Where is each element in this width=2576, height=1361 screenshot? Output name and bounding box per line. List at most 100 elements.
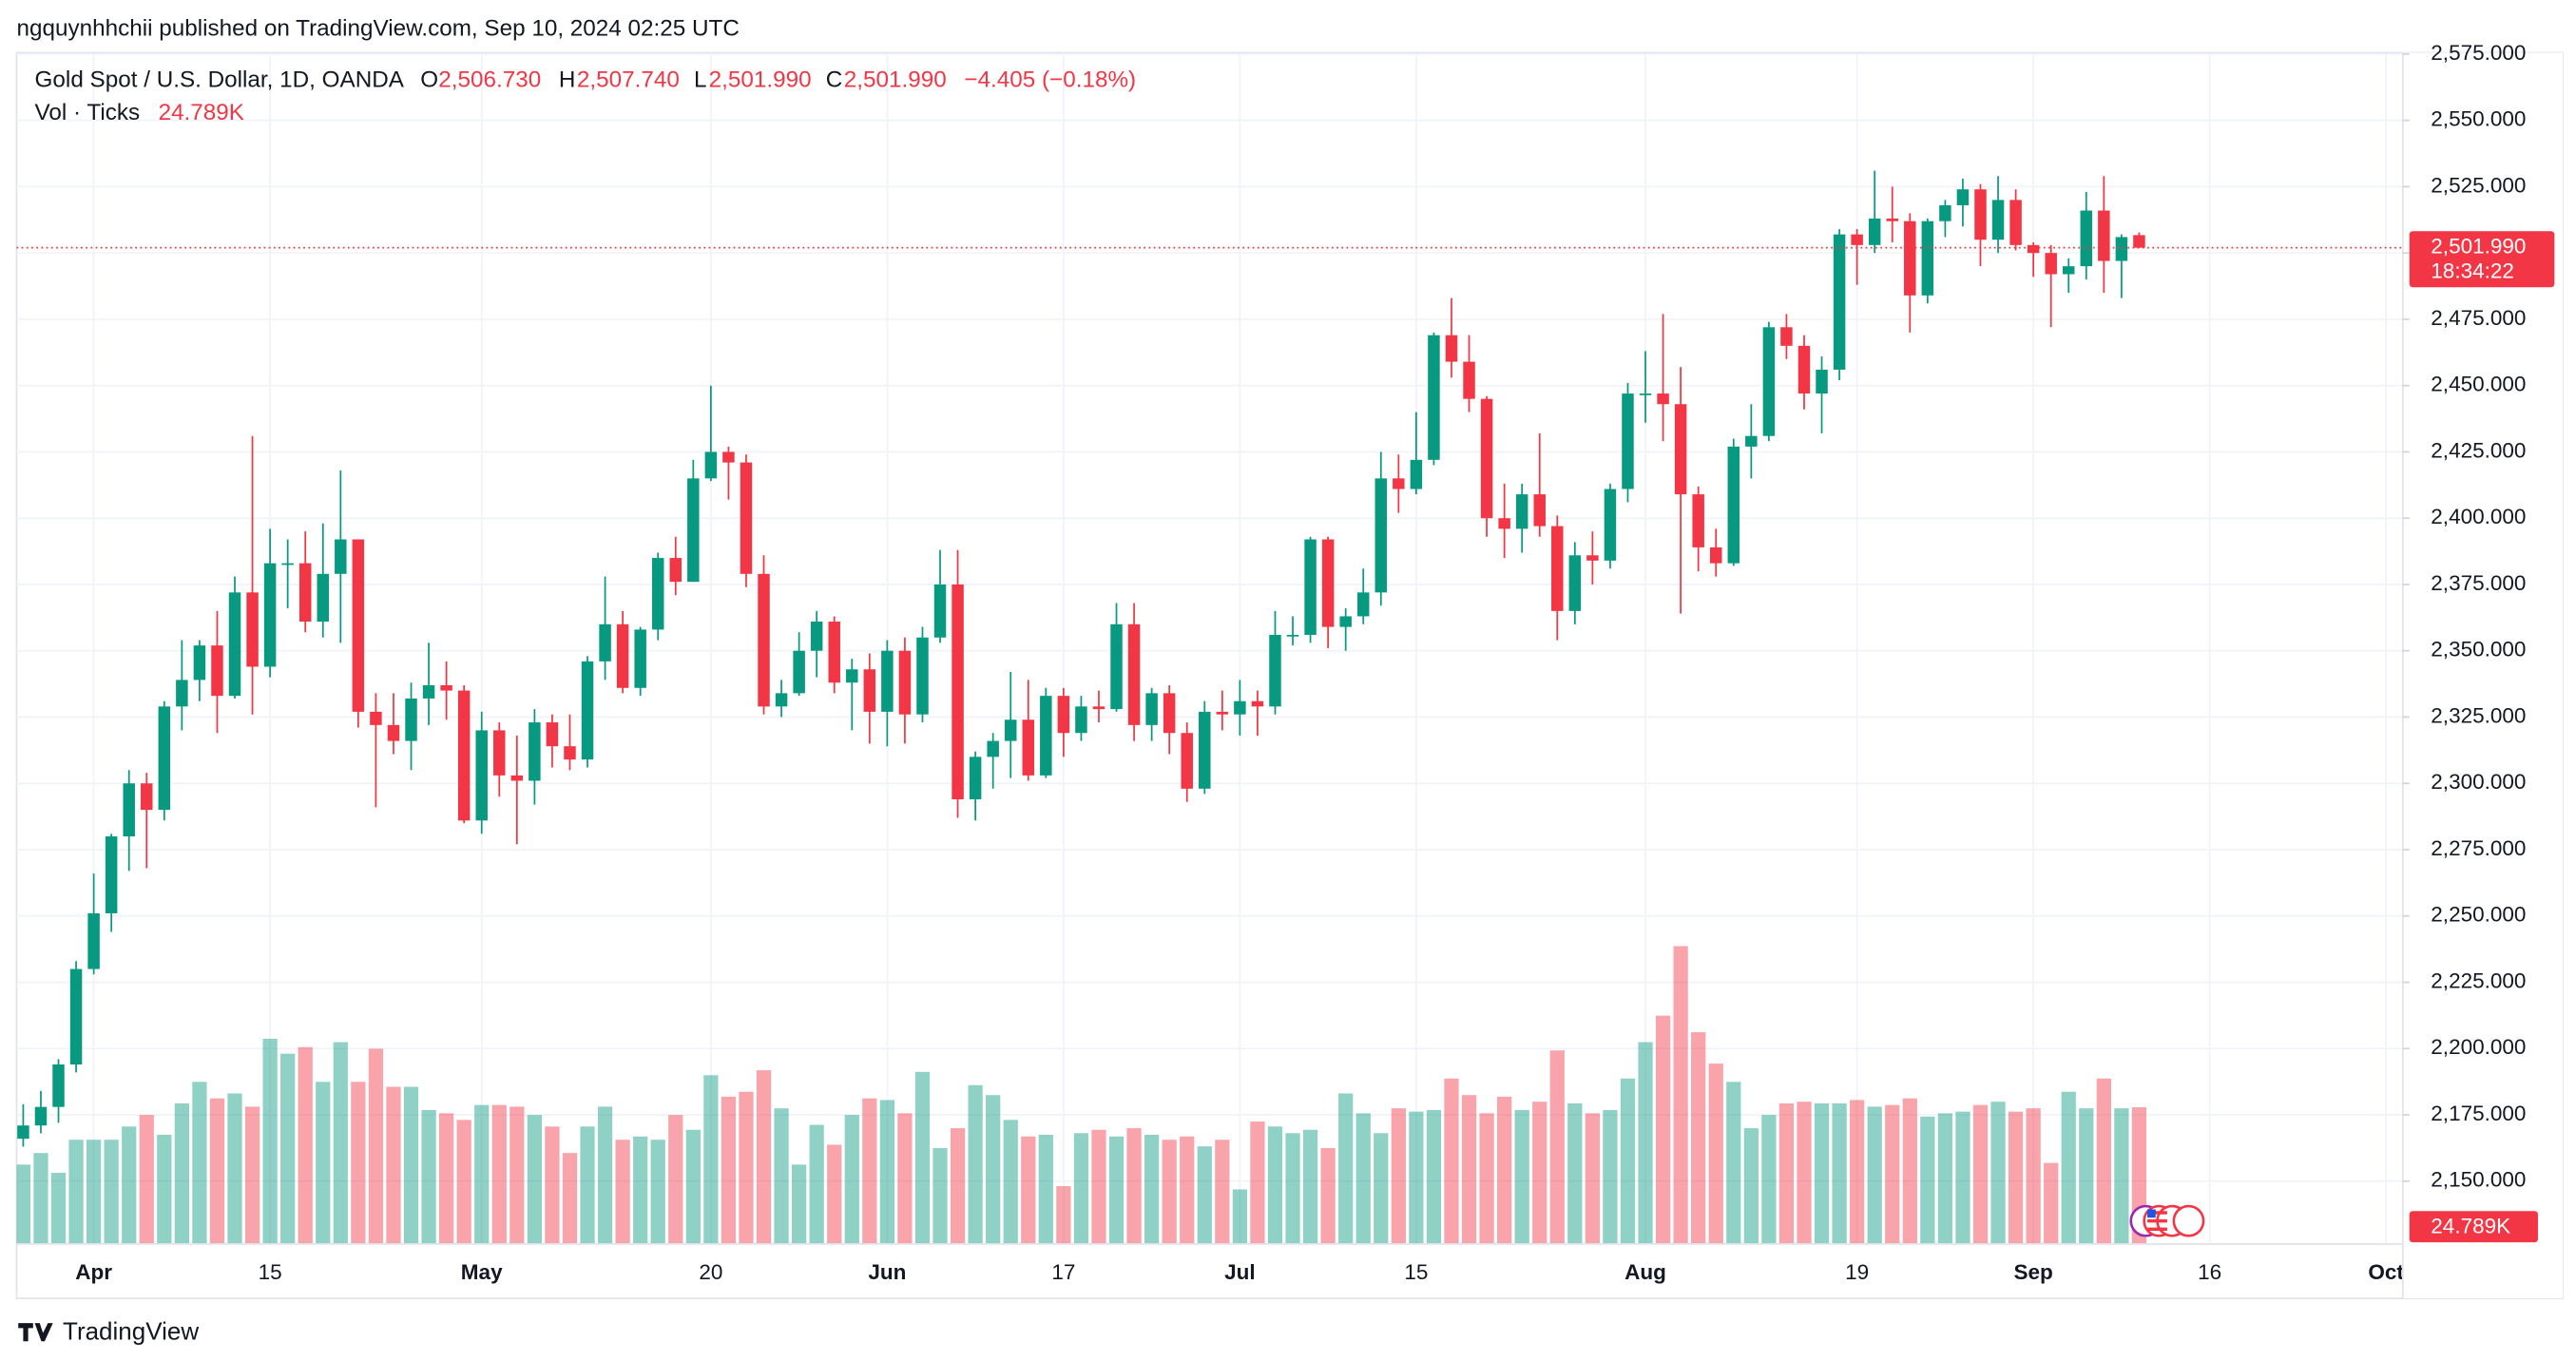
- volume-value: 24.789K: [159, 100, 244, 125]
- candle-body: [1110, 623, 1123, 710]
- candle-body: [1551, 526, 1564, 611]
- candle-body: [1886, 218, 1898, 221]
- volume-bar: [86, 1140, 102, 1244]
- volume-bar: [421, 1109, 436, 1244]
- candle-body: [2009, 200, 2022, 245]
- last-price-label: 2,501.990: [2431, 235, 2526, 259]
- x-tick-label: 15: [259, 1260, 282, 1284]
- candle-body: [1851, 234, 1863, 245]
- candle-body: [740, 462, 753, 574]
- candle-body: [1375, 478, 1388, 593]
- volume-bar: [1797, 1102, 1812, 1244]
- volume-bar: [1990, 1102, 2006, 1244]
- candle-body: [422, 684, 435, 699]
- volume-bar: [1073, 1133, 1089, 1244]
- volume-bar: [2044, 1162, 2059, 1244]
- candle-body: [1428, 335, 1440, 460]
- volume-bar: [1972, 1104, 1989, 1244]
- volume-bar: [1197, 1146, 1212, 1244]
- candle-body: [969, 757, 982, 799]
- candle-body: [281, 563, 294, 565]
- candle-body: [634, 629, 646, 688]
- volume-bar: [562, 1153, 578, 1244]
- volume-bar: [1761, 1115, 1777, 1244]
- volume-bar: [139, 1115, 154, 1244]
- x-tick-label: Jun: [868, 1260, 906, 1284]
- candle-body: [263, 563, 277, 667]
- candle-body: [1339, 616, 1352, 627]
- volume-bar: [2079, 1108, 2094, 1244]
- volume-bar: [1355, 1113, 1371, 1244]
- y-tick-label: 2,575.000: [2431, 41, 2526, 65]
- y-tick-label: 2,550.000: [2431, 107, 2526, 131]
- price-axis: 2,150.000 2,175.000 2,200.000 2,225.000 2,25…: [2401, 41, 2563, 1299]
- low-value: 2,501.990: [709, 67, 812, 92]
- volume-bar: [1232, 1189, 1248, 1244]
- candle-body: [2062, 266, 2075, 275]
- event-icons[interactable]: [2129, 1204, 2205, 1237]
- candle-body: [317, 573, 330, 623]
- open-value: 2,506.730: [438, 67, 541, 92]
- volume-bar: [209, 1098, 225, 1244]
- volume-bar: [1320, 1147, 1336, 1244]
- candle-body: [69, 968, 83, 1065]
- volume-bar: [316, 1082, 331, 1244]
- volume-bar: [491, 1104, 507, 1244]
- y-tick-label: 2,425.000: [2431, 438, 2526, 462]
- candle-body: [1868, 218, 1881, 245]
- candle-body: [1004, 719, 1017, 741]
- volume-bar: [438, 1113, 454, 1244]
- flag-stripe: [2147, 1227, 2167, 1232]
- candle-body: [211, 645, 223, 697]
- volume-bar: [597, 1106, 613, 1244]
- candle-body: [1604, 489, 1617, 561]
- candle-body: [987, 740, 999, 757]
- candle-body: [1692, 494, 1704, 547]
- x-tick-label: 20: [699, 1260, 722, 1284]
- candle-body: [228, 592, 241, 697]
- volume-bar: [1021, 1136, 1036, 1244]
- y-tick-label: 2,225.000: [2431, 968, 2526, 992]
- volume-bar: [2026, 1108, 2041, 1244]
- x-tick-label: Oct: [2368, 1260, 2404, 1284]
- candle-body: [52, 1064, 65, 1107]
- candle-body: [793, 650, 805, 694]
- volume-bar: [862, 1098, 877, 1244]
- candle-body: [387, 724, 400, 741]
- candle-body: [87, 912, 100, 969]
- volume-bar: [1056, 1185, 1071, 1244]
- volume-bar: [897, 1113, 913, 1244]
- candle-body: [158, 706, 171, 811]
- volume-bar: [104, 1140, 119, 1244]
- volume-bar: [474, 1104, 490, 1244]
- candle-body: [440, 684, 452, 691]
- flag-stripe: [2147, 1211, 2167, 1215]
- candle-body: [687, 478, 700, 583]
- x-tick-label: Apr: [75, 1260, 112, 1284]
- y-tick-label: 2,150.000: [2431, 1168, 2526, 1192]
- legend: Gold Spot / U.S. Dollar, 1D, OANDA O 2,5…: [35, 67, 1137, 125]
- volume-bar: [298, 1046, 313, 1244]
- candle-body: [475, 730, 488, 821]
- change: −4.405 (−0.18%): [964, 67, 1136, 92]
- candle-body: [1568, 555, 1582, 611]
- candle-body: [599, 623, 611, 661]
- volume-bar: [527, 1115, 543, 1244]
- volume-bar: [986, 1095, 1001, 1244]
- event-icon[interactable]: [2172, 1204, 2205, 1237]
- candle-body: [405, 698, 417, 741]
- candle-body: [370, 711, 382, 725]
- candle-body: [1199, 711, 1211, 789]
- candle-body: [1533, 494, 1546, 527]
- y-tick-label: 2,475.000: [2431, 306, 2526, 330]
- low-key: L: [694, 67, 707, 92]
- candle-body: [704, 451, 718, 479]
- candle-body: [1586, 555, 1599, 561]
- candle-body: [1657, 393, 1669, 405]
- candle-body: [1674, 404, 1687, 495]
- candle-body: [298, 563, 312, 623]
- candle-body: [828, 622, 840, 683]
- candle-body: [1939, 204, 1951, 221]
- candle-body: [2115, 237, 2128, 261]
